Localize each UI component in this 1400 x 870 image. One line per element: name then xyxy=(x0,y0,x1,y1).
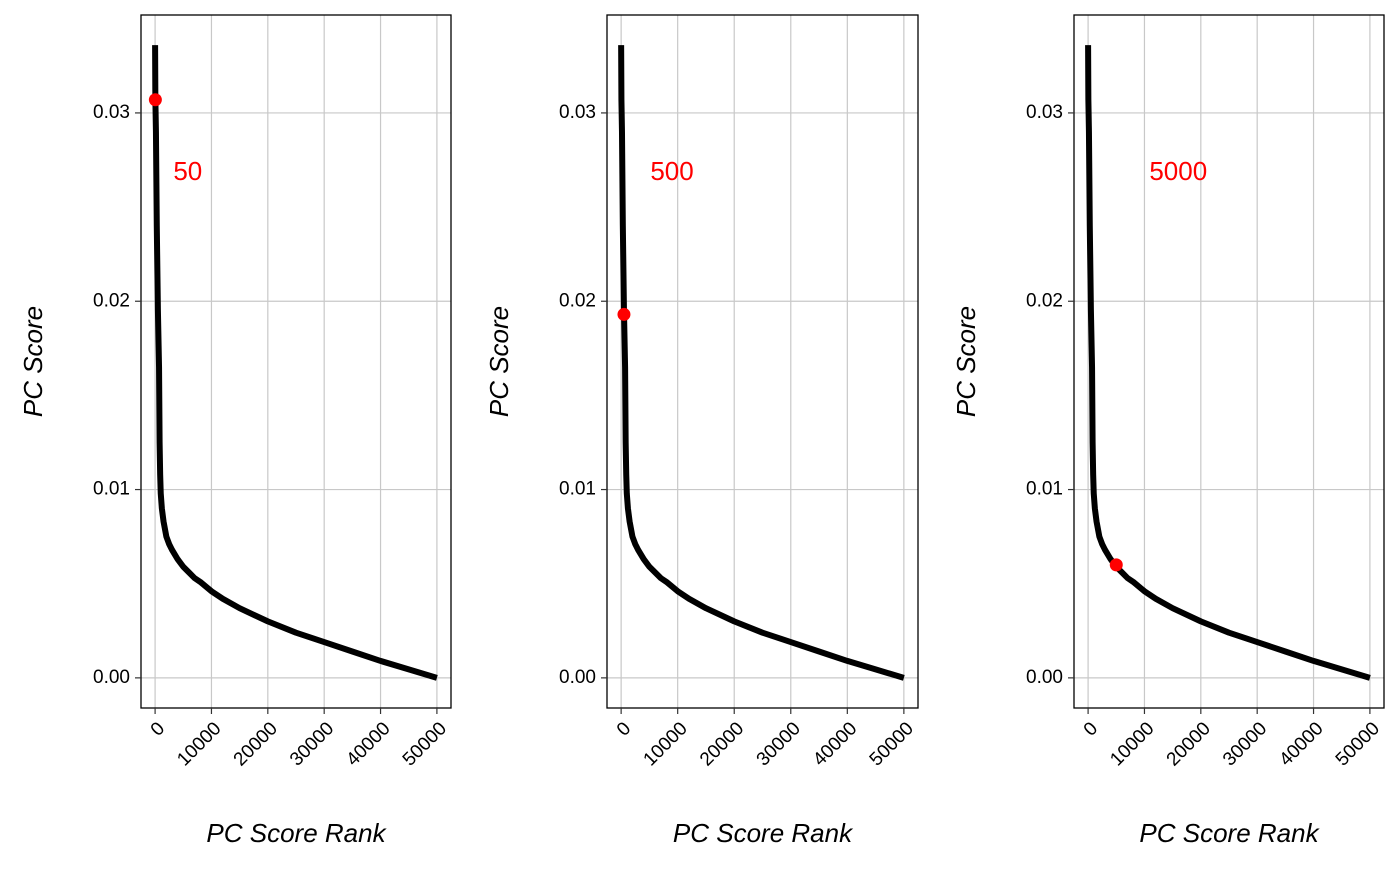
y-tick-label: 0.01 xyxy=(1026,479,1063,500)
panel-border xyxy=(1073,14,1385,709)
x-tick-label: 0 xyxy=(613,718,635,740)
y-tick-label: 0.02 xyxy=(559,290,596,311)
x-tick-label: 20000 xyxy=(230,718,282,770)
y-tick-label: 0.03 xyxy=(559,102,596,123)
x-tick-label: 20000 xyxy=(1163,718,1215,770)
y-tick-label: 0.01 xyxy=(93,479,130,500)
panel-border xyxy=(606,14,919,709)
highlight-point xyxy=(148,93,162,107)
x-axis-title: PC Score Rank xyxy=(1139,818,1320,848)
chart-panel-3: 5000 0.00 0.01 0.02 0.03 0 10000 20000 30000 4000… xyxy=(951,14,1385,848)
x-tick-label: 40000 xyxy=(809,718,861,770)
series-line xyxy=(152,45,438,681)
x-tick-label: 40000 xyxy=(1275,718,1327,770)
x-tick-label: 30000 xyxy=(286,718,338,770)
x-tick-label: 50000 xyxy=(1332,718,1384,770)
x-tick-label: 50000 xyxy=(866,718,918,770)
x-tick-label: 30000 xyxy=(1219,718,1271,770)
y-tick-label: 0.02 xyxy=(93,290,130,311)
y-tick-label: 0.03 xyxy=(93,102,130,123)
highlight-point xyxy=(1109,558,1123,572)
plot-area xyxy=(141,15,451,708)
plot-area xyxy=(607,15,918,708)
x-tick-label: 10000 xyxy=(173,718,225,770)
chart-panel-2: 500 0.00 0.01 0.02 0.03 0 10000 20000 30000 40000… xyxy=(484,14,919,848)
series-line xyxy=(618,45,905,681)
y-tick-label: 0.00 xyxy=(559,667,596,688)
x-tick-label: 10000 xyxy=(1106,718,1158,770)
y-tick-label: 0.00 xyxy=(1026,667,1063,688)
y-axis-title: PC Score xyxy=(951,306,981,417)
y-tick-label: 0.00 xyxy=(93,667,130,688)
y-tick-label: 0.01 xyxy=(559,479,596,500)
x-axis-title: PC Score Rank xyxy=(206,818,387,848)
x-tick-label: 10000 xyxy=(640,718,692,770)
x-tick-label: 0 xyxy=(1080,718,1102,740)
y-axis-title: PC Score xyxy=(18,306,48,417)
x-axis-title: PC Score Rank xyxy=(673,818,854,848)
chart-panel-1: 50 0.00 0.01 0.02 0.03 0 10000 20000 30000 40000 5… xyxy=(18,14,452,848)
y-tick-label: 0.02 xyxy=(1026,290,1063,311)
annotation-label: 5000 xyxy=(1149,156,1207,186)
x-tick-label: 50000 xyxy=(399,718,451,770)
plot-area xyxy=(1074,15,1384,708)
x-tick-label: 30000 xyxy=(753,718,805,770)
x-tick-label: 40000 xyxy=(342,718,394,770)
series-line xyxy=(1085,45,1371,681)
y-axis-title: PC Score xyxy=(484,306,514,417)
annotation-label: 500 xyxy=(650,156,693,186)
panel-border xyxy=(140,14,452,709)
x-tick-label: 0 xyxy=(147,718,169,740)
x-tick-label: 20000 xyxy=(696,718,748,770)
y-tick-label: 0.03 xyxy=(1026,102,1063,123)
annotation-label: 50 xyxy=(173,156,202,186)
highlight-point xyxy=(617,307,631,321)
